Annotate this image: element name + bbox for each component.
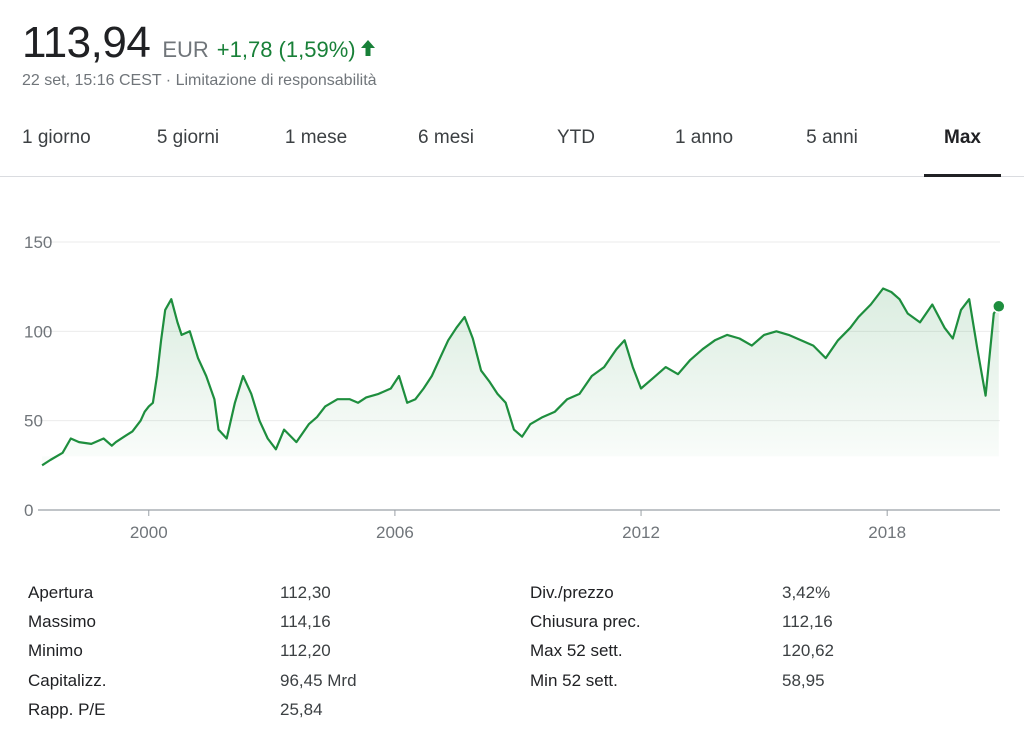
stat-value: 120,62: [782, 641, 834, 660]
arrow-up-icon: [360, 39, 376, 62]
price-chart[interactable]: 0 50 100 150 2000 2006 2012 2018: [0, 176, 1024, 556]
quote-timestamp: 22 set, 15:16 CEST: [22, 72, 162, 89]
stat-label: Rapp. P/E: [28, 700, 106, 719]
quote-header: 113,94 EUR +1,78 (1,59%): [22, 18, 376, 68]
tab-1-anno[interactable]: 1 anno: [674, 127, 734, 148]
stat-row-minimo: Minimo 112,20: [28, 636, 508, 666]
meta-separator: ·: [165, 72, 172, 89]
stat-value: 96,45 Mrd: [280, 671, 357, 690]
stat-label: Apertura: [28, 583, 94, 602]
y-tick-label: 50: [24, 412, 43, 431]
stat-row-pe-ratio: Rapp. P/E 25,84: [28, 695, 508, 725]
stat-label: Max 52 sett.: [530, 641, 623, 660]
stat-label: Div./prezzo: [530, 583, 614, 602]
x-tick-label: 2000: [130, 523, 168, 542]
stat-row-52w-high: Max 52 sett. 120,62: [530, 636, 1000, 666]
tab-max[interactable]: Max: [924, 126, 1001, 177]
current-price-marker: [992, 299, 1006, 314]
x-tick-label: 2018: [868, 523, 906, 542]
stat-row-massimo: Massimo 114,16: [28, 607, 508, 637]
stat-row-previous-close: Chiusura prec. 112,16: [530, 607, 1000, 637]
tab-1-giorno[interactable]: 1 giorno: [22, 127, 91, 148]
stat-value: 3,42%: [782, 583, 831, 602]
y-tick-label: 0: [24, 501, 33, 520]
stat-value: 112,16: [782, 612, 833, 631]
y-tick-label: 150: [24, 233, 52, 252]
price-change: +1,78 (1,59%): [216, 37, 356, 62]
price-line: [41, 287, 1000, 467]
tab-1-mese[interactable]: 1 mese: [284, 127, 348, 148]
price-area: [42, 288, 999, 466]
stat-row-dividend-yield: Div./prezzo 3,42%: [530, 578, 1000, 608]
stat-label: Minimo: [28, 641, 83, 660]
stat-value: 58,95: [782, 671, 825, 690]
time-range-tabs: 1 giorno 5 giorni 1 mese 6 mesi YTD 1 an…: [0, 118, 1024, 177]
stat-label: Capitalizz.: [28, 671, 107, 690]
stat-row-capitalizzazione: Capitalizz. 96,45 Mrd: [28, 666, 508, 696]
tab-6-mesi[interactable]: 6 mesi: [418, 127, 474, 148]
active-tab-indicator: [924, 174, 1001, 177]
tab-5-anni[interactable]: 5 anni: [806, 127, 858, 148]
stat-label: Chiusura prec.: [530, 612, 641, 631]
current-price: 113,94: [22, 18, 151, 67]
x-tick-label: 2012: [622, 523, 660, 542]
quote-meta: 22 set, 15:16 CEST · Limitazione di resp…: [22, 72, 377, 90]
tab-5-giorni[interactable]: 5 giorni: [156, 127, 220, 148]
y-tick-label: 100: [24, 322, 52, 341]
currency-label: EUR: [162, 37, 209, 62]
tab-ytd[interactable]: YTD: [557, 127, 595, 148]
stat-row-apertura: Apertura 112,30: [28, 578, 508, 608]
stat-value: 25,84: [280, 700, 323, 719]
disclaimer-link[interactable]: Limitazione di responsabilità: [175, 72, 377, 89]
x-tick-label: 2006: [376, 523, 414, 542]
stat-row-52w-low: Min 52 sett. 58,95: [530, 666, 1000, 696]
stat-value: 112,30: [280, 583, 331, 602]
stat-value: 114,16: [280, 612, 331, 631]
stat-label: Min 52 sett.: [530, 671, 618, 690]
stat-label: Massimo: [28, 612, 97, 631]
stat-value: 112,20: [280, 641, 331, 660]
